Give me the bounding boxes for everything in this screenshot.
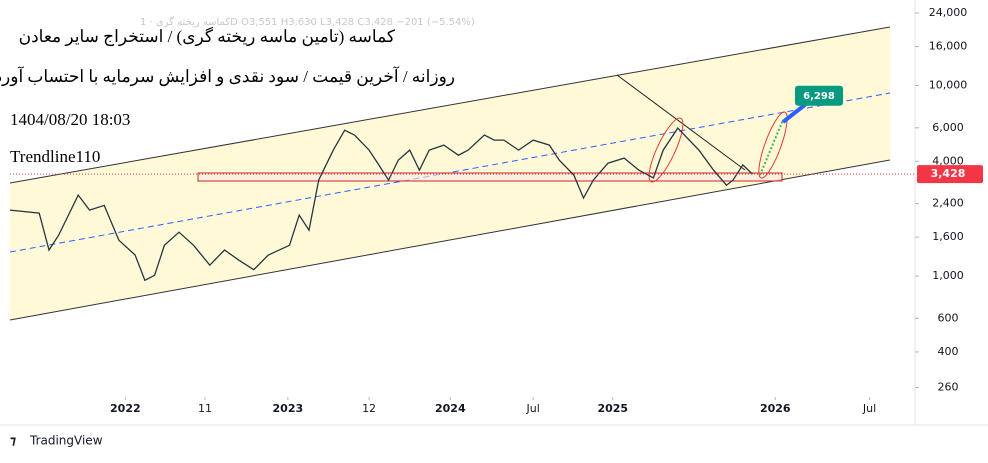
title: کماسه (تامین ماسه ریخته گری) / استخراج س… [19, 26, 396, 47]
channel-bottom [9, 159, 891, 321]
trend-line [616, 74, 746, 171]
y-tick-label: 400 [938, 345, 959, 358]
x-tick-label: Jul [526, 402, 540, 415]
logo: ⁊ [10, 434, 16, 448]
channel-top [9, 26, 891, 184]
timestamp: 1404/08/20 18:03 [10, 110, 130, 129]
x-tick-label: 2025 [597, 402, 628, 415]
x-tick-label: 2026 [760, 402, 791, 415]
brand: TradingView [29, 434, 103, 448]
arrow [781, 102, 808, 124]
x-tick-label: 2024 [435, 402, 466, 415]
y-tick-label: 1,600 [932, 230, 964, 243]
x-tick-label: 2022 [110, 402, 141, 415]
ellipse [648, 117, 684, 183]
last-price-label: 3,428 [931, 167, 966, 180]
projection [759, 119, 784, 176]
y-tick-label: 4,000 [932, 154, 964, 167]
y-tick-label: 2,400 [932, 197, 964, 210]
y-tick-label: 24,000 [929, 6, 968, 19]
price-line [9, 127, 753, 282]
last-price-box [917, 165, 983, 184]
support-zone [197, 172, 783, 182]
ellipse [758, 111, 788, 179]
channel-mid [9, 92, 891, 253]
x-tick-label: Jul [862, 402, 876, 415]
y-tick-label: 260 [938, 381, 959, 394]
y-tick-label: 1,000 [932, 269, 964, 282]
y-tick-label: 10,000 [929, 79, 968, 92]
y-tick-label: 16,000 [929, 40, 968, 53]
annotation: Trendline110 [10, 147, 100, 166]
legend-line: کماسه ریخته گری · 1D O3,551 H3,630 L3,42… [140, 16, 475, 28]
target-label: 6,298 [803, 91, 835, 102]
target-box [795, 85, 843, 106]
y-tick-label: 600 [938, 311, 959, 324]
y-tick-label: 6,000 [932, 121, 964, 134]
x-tick-label: 2023 [273, 402, 304, 415]
x-tick-label: 11 [198, 402, 212, 415]
x-tick-label: 12 [362, 402, 376, 415]
subtitle: روزانه / آخرین قیمت / سود نقدی و افزایش … [0, 65, 455, 87]
